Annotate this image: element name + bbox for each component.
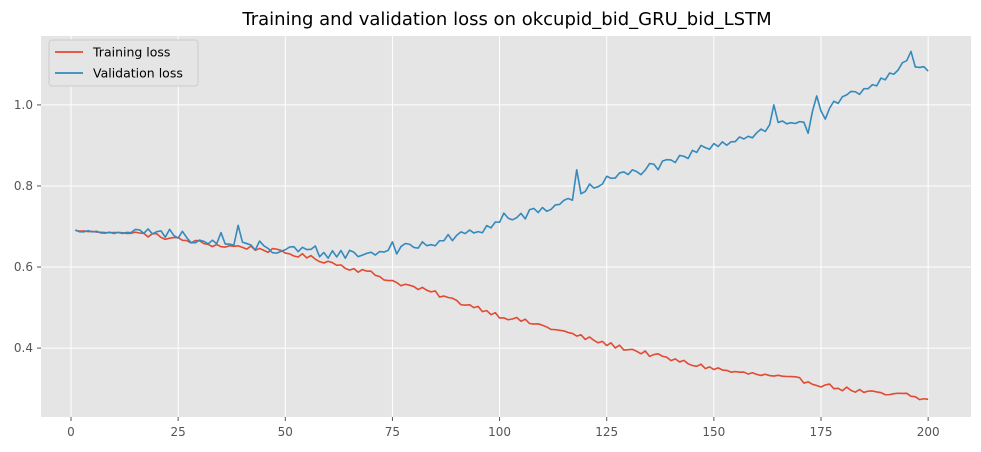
y-tick-label: 0.8 xyxy=(14,179,33,193)
series-line-training-loss xyxy=(75,229,929,401)
y-tick-label: 0.6 xyxy=(14,260,33,274)
legend-label: Validation loss xyxy=(93,66,183,81)
x-tick-label: 0 xyxy=(67,425,75,439)
grid-lines xyxy=(41,36,971,417)
x-tick-label: 150 xyxy=(702,425,725,439)
x-tick-label: 100 xyxy=(488,425,511,439)
legend-label: Training loss xyxy=(92,45,170,60)
series-group xyxy=(74,50,929,401)
x-tick-label: 75 xyxy=(385,425,400,439)
x-tick-label: 125 xyxy=(595,425,618,439)
x-tick-label: 50 xyxy=(278,425,293,439)
y-tick-label: 0.4 xyxy=(14,341,33,355)
chart-title: Training and validation loss on okcupid_… xyxy=(241,9,771,30)
plot-area xyxy=(41,36,971,417)
x-tick-label: 25 xyxy=(171,425,186,439)
y-tick-label: 1.0 xyxy=(14,98,33,112)
axis-ticks: 0 25 50 75 100 125 150 175 200 0.4 0.6 0.8 1.0 xyxy=(14,98,940,439)
x-tick-label: 200 xyxy=(917,425,940,439)
x-tick-label: 175 xyxy=(810,425,833,439)
legend: Training loss Validation loss xyxy=(48,39,199,87)
series-line-validation-loss xyxy=(74,50,929,260)
legend-box xyxy=(48,39,199,87)
